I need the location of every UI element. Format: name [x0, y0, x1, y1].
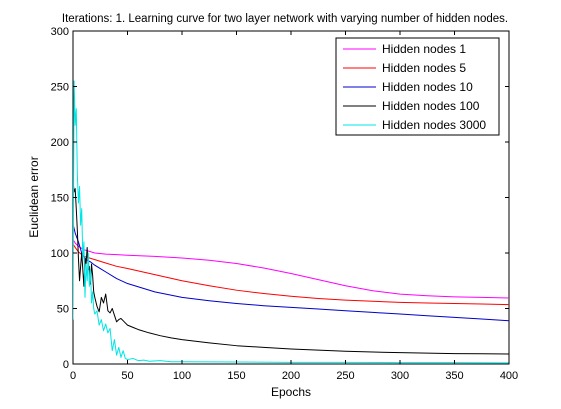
series-line-hidden-nodes-1: [73, 239, 509, 299]
y-axis-label: Euclidean error: [27, 156, 41, 237]
x-axis-ticks: 0 50 100 150 200 250 300 350 400: [70, 31, 518, 382]
x-tick-label: 300: [391, 370, 409, 382]
chart-title: Iterations: 1. Learning curve for two la…: [62, 13, 508, 25]
legend-label-hidden-nodes-10: Hidden nodes 10: [382, 80, 473, 94]
y-tick-label: 50: [57, 304, 69, 316]
legend-label-hidden-nodes-100: Hidden nodes 100: [382, 99, 480, 113]
y-tick-label: 300: [51, 26, 69, 38]
series-line-hidden-nodes-3000: [73, 80, 509, 364]
y-tick-label: 150: [51, 193, 69, 205]
x-tick-label: 100: [173, 370, 191, 382]
series-line-hidden-nodes-100: [73, 180, 509, 355]
x-tick-label: 200: [282, 370, 300, 382]
y-tick-label: 100: [51, 248, 69, 260]
y-tick-label: 250: [51, 82, 69, 94]
legend-label-hidden-nodes-5: Hidden nodes 5: [382, 61, 466, 75]
x-tick-label: 150: [227, 370, 245, 382]
x-axis-label: Epochs: [271, 385, 311, 399]
series-layer: [73, 80, 509, 364]
y-axis-ticks: 0 50 100 150 200 250 300: [51, 26, 509, 371]
y-tick-label: 200: [51, 137, 69, 149]
x-tick-label: 0: [70, 370, 76, 382]
y-tick-label: 0: [63, 359, 69, 371]
x-tick-label: 250: [336, 370, 354, 382]
legend-label-hidden-nodes-1: Hidden nodes 1: [382, 42, 466, 56]
x-tick-label: 350: [445, 370, 463, 382]
legend: Hidden nodes 1 Hidden nodes 5 Hidden nodes…: [335, 37, 500, 136]
x-tick-label: 50: [121, 370, 133, 382]
legend-label-hidden-nodes-3000: Hidden nodes 3000: [382, 118, 486, 132]
x-tick-label: 400: [500, 370, 518, 382]
series-line-hidden-nodes-5: [73, 243, 509, 306]
